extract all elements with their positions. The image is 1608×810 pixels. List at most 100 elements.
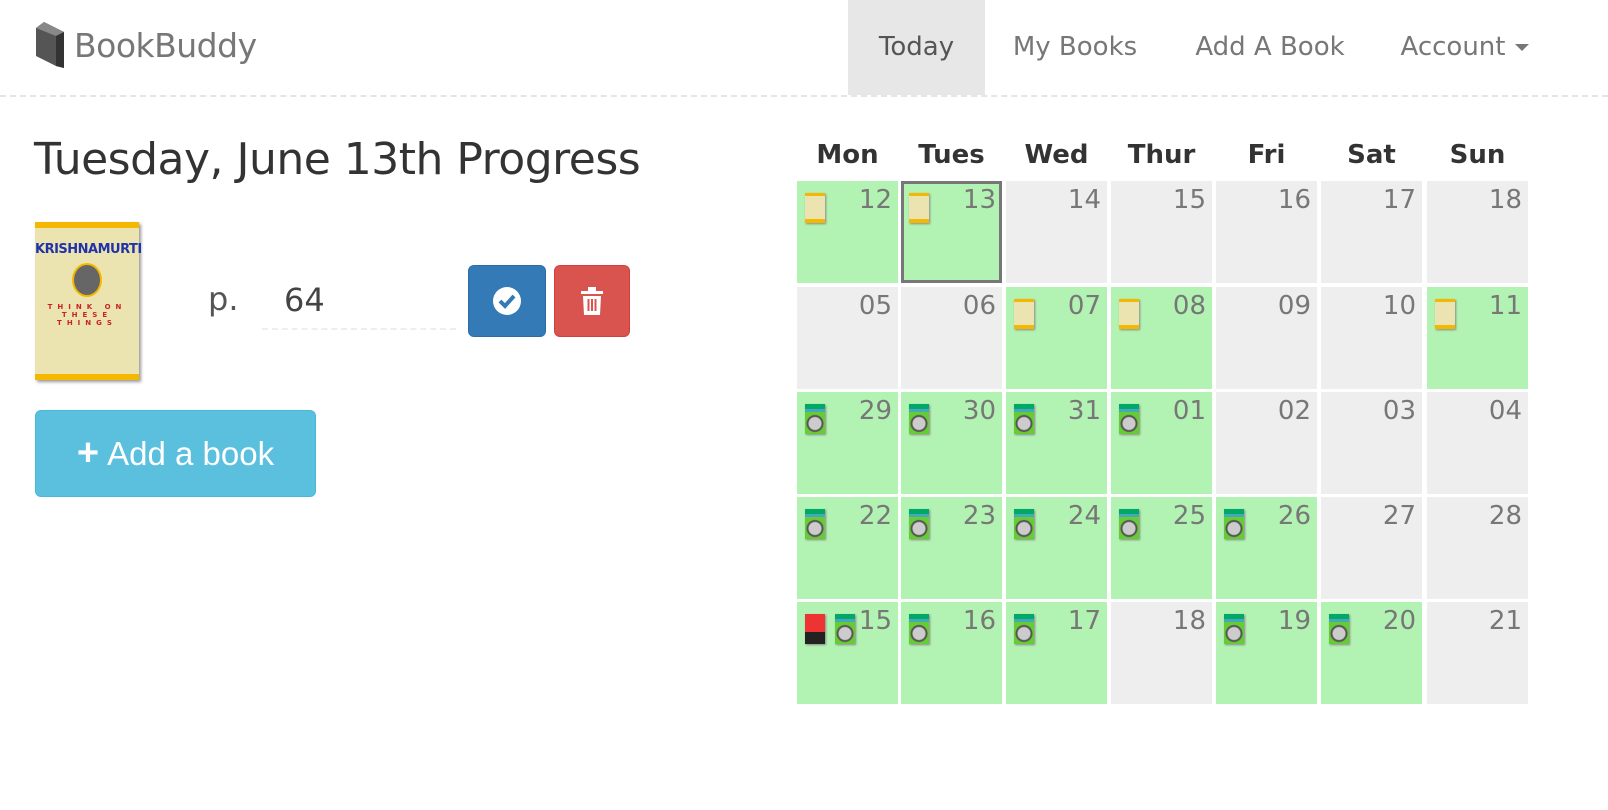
calendar-day[interactable]: 09 — [1216, 287, 1317, 389]
nav-my-books[interactable]: My Books — [1012, 32, 1138, 62]
book-thumbnails — [909, 614, 929, 644]
calendar-day[interactable]: 03 — [1321, 392, 1422, 494]
book-thumbnails — [1224, 509, 1244, 539]
calendar-day[interactable]: 14 — [1006, 181, 1107, 283]
calendar-day[interactable]: 30 — [901, 392, 1002, 494]
day-number: 25 — [1172, 501, 1206, 531]
book-thumbnails — [1014, 299, 1034, 329]
book-thumbnail-green — [1224, 509, 1244, 539]
book-thumbnail-green — [805, 509, 825, 539]
calendar-day[interactable]: 23 — [901, 497, 1002, 599]
calendar-day[interactable]: 06 — [901, 287, 1002, 389]
navbar: BookBuddy Today My Books Add A Book Acco… — [0, 0, 1608, 97]
brand-name: BookBuddy — [74, 25, 257, 65]
calendar-day[interactable]: 17 — [1321, 181, 1422, 283]
book-thumbnails — [1435, 299, 1455, 329]
calendar-day[interactable]: 16 — [1216, 181, 1317, 283]
calendar-day[interactable]: 28 — [1427, 497, 1528, 599]
calendar-day[interactable]: 05 — [797, 287, 898, 389]
day-number: 19 — [1277, 606, 1311, 636]
calendar-day[interactable]: 25 — [1111, 497, 1212, 599]
plus-icon: + — [76, 432, 100, 474]
day-number: 17 — [1067, 606, 1101, 636]
book-icon — [36, 22, 64, 68]
calendar-day[interactable]: 15 — [797, 602, 898, 704]
day-number: 09 — [1277, 291, 1311, 321]
cover-title: THINK ON THESE THINGS — [47, 303, 127, 327]
calendar-day[interactable]: 11 — [1427, 287, 1528, 389]
calendar-day[interactable]: 26 — [1216, 497, 1317, 599]
day-number: 12 — [858, 185, 892, 215]
book-thumbnails — [1119, 509, 1139, 539]
page-input[interactable] — [262, 272, 456, 330]
weekday-header: Wed — [1024, 140, 1089, 170]
calendar-day[interactable]: 17 — [1006, 602, 1107, 704]
weekday-header: Tues — [918, 140, 985, 170]
day-number: 27 — [1382, 501, 1416, 531]
book-thumbnail-red — [805, 614, 825, 644]
book-thumbnails — [1014, 509, 1034, 539]
nav-add-a-book[interactable]: Add A Book — [1195, 32, 1345, 62]
day-number: 23 — [962, 501, 996, 531]
calendar-day[interactable]: 20 — [1321, 602, 1422, 704]
book-thumbnail-green — [1119, 404, 1139, 434]
calendar-day[interactable]: 19 — [1216, 602, 1317, 704]
cover-portrait — [72, 263, 102, 297]
calendar-day[interactable]: 04 — [1427, 392, 1528, 494]
day-number: 13 — [962, 185, 996, 215]
calendar-day[interactable]: 13 — [901, 181, 1002, 283]
calendar-day[interactable]: 10 — [1321, 287, 1422, 389]
book-cover[interactable]: KRISHNAMURTI THINK ON THESE THINGS — [35, 222, 142, 380]
calendar-day[interactable]: 24 — [1006, 497, 1107, 599]
confirm-button[interactable] — [468, 265, 546, 337]
calendar-day[interactable]: 21 — [1427, 602, 1528, 704]
weekday-header: Fri — [1247, 140, 1286, 170]
book-thumbnail-green — [1119, 509, 1139, 539]
book-thumbnails — [909, 193, 929, 223]
book-thumbnails — [805, 193, 825, 223]
book-thumbnails — [1014, 404, 1034, 434]
calendar-day[interactable]: 15 — [1111, 181, 1212, 283]
day-number: 30 — [962, 396, 996, 426]
calendar-day[interactable]: 16 — [901, 602, 1002, 704]
weekday-header: Sat — [1347, 140, 1396, 170]
day-number: 20 — [1382, 606, 1416, 636]
day-number: 16 — [962, 606, 996, 636]
day-number: 06 — [962, 291, 996, 321]
book-thumbnail-yellow — [1119, 299, 1139, 329]
book-thumbnail-green — [909, 404, 929, 434]
calendar-day[interactable]: 27 — [1321, 497, 1422, 599]
delete-button[interactable] — [554, 265, 630, 337]
calendar-day[interactable]: 31 — [1006, 392, 1107, 494]
page-title: Tuesday, June 13th Progress — [34, 134, 641, 185]
book-thumbnail-green — [1014, 404, 1034, 434]
book-thumbnail-yellow — [1435, 299, 1455, 329]
calendar-day[interactable]: 12 — [797, 181, 898, 283]
day-number: 14 — [1067, 185, 1101, 215]
book-thumbnails — [1119, 299, 1139, 329]
day-number: 15 — [1172, 185, 1206, 215]
day-number: 08 — [1172, 291, 1206, 321]
calendar-day[interactable]: 22 — [797, 497, 898, 599]
book-thumbnails — [1119, 404, 1139, 434]
page-label: p. — [208, 280, 239, 318]
calendar-day[interactable]: 02 — [1216, 392, 1317, 494]
book-thumbnail-green — [805, 404, 825, 434]
book-thumbnails — [805, 404, 825, 434]
nav-account[interactable]: Account — [1390, 0, 1540, 95]
calendar-day[interactable]: 18 — [1427, 181, 1528, 283]
calendar-day[interactable]: 07 — [1006, 287, 1107, 389]
book-thumbnails — [1014, 614, 1034, 644]
calendar-day[interactable]: 29 — [797, 392, 898, 494]
day-number: 03 — [1382, 396, 1416, 426]
brand-link[interactable]: BookBuddy — [34, 22, 257, 68]
book-thumbnails — [805, 509, 825, 539]
calendar-day[interactable]: 18 — [1111, 602, 1212, 704]
calendar-day[interactable]: 08 — [1111, 287, 1212, 389]
nav-today[interactable]: Today — [848, 0, 985, 95]
book-thumbnails — [909, 509, 929, 539]
calendar-day[interactable]: 01 — [1111, 392, 1212, 494]
book-thumbnail-yellow — [805, 193, 825, 223]
trash-icon — [581, 287, 603, 315]
add-book-button[interactable]: + Add a book — [35, 410, 316, 497]
